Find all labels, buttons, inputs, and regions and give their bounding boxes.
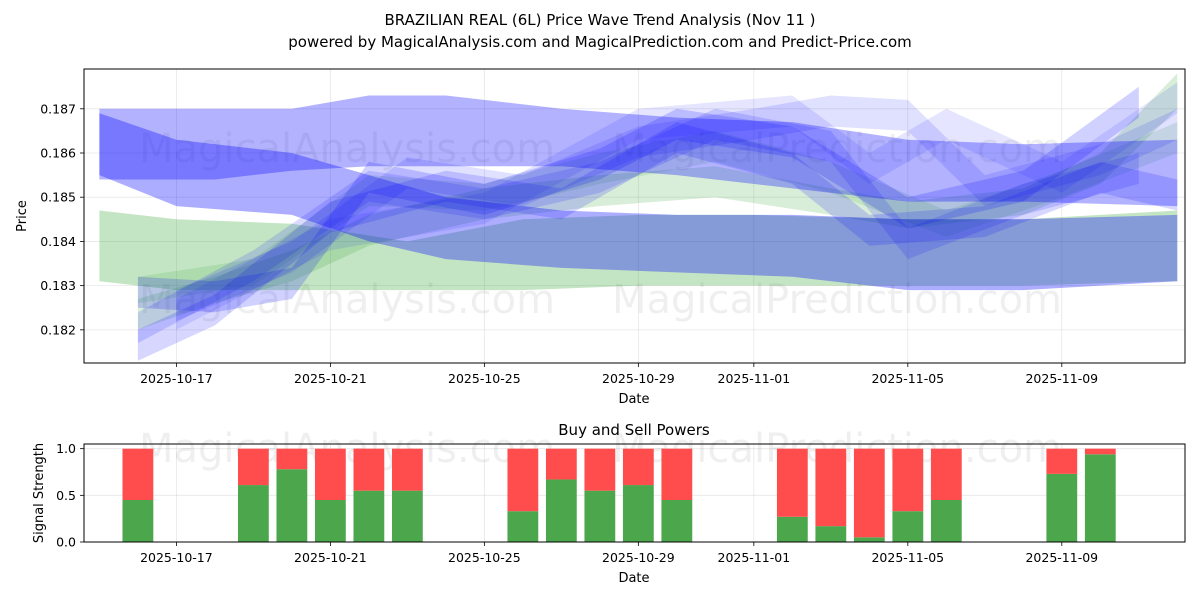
price-series (99, 73, 1178, 361)
price-grid (84, 69, 1185, 363)
power-x-tick-label: 2025-10-29 (602, 550, 675, 565)
watermark-prediction-bottom: MagicalPrediction.com (612, 277, 1062, 323)
price-plot-frame (83, 68, 1186, 364)
price-x-tick-label: 2025-11-05 (871, 371, 944, 386)
buy-bar (661, 500, 693, 542)
price-band-10 (176, 82, 1178, 330)
buy-bar (237, 485, 269, 542)
watermark-analysis-power: MagicalAnalysis.com (139, 426, 555, 472)
sell-bar (815, 448, 847, 527)
price-x-tick-label: 2025-10-25 (448, 371, 521, 386)
power-x-tick-label: 2025-10-17 (140, 550, 213, 565)
power-x-ticks: 2025-10-17 2025-10-21 2025-10-25 2025-10-29… (140, 542, 1098, 565)
power-panel: Buy and Sell Powers MagicalAnalysis.com … (32, 421, 1186, 586)
power-x-label: Date (618, 571, 649, 586)
sell-bar (930, 448, 962, 500)
buy-bar (314, 500, 346, 542)
buy-bar (815, 526, 847, 542)
sell-bar (584, 448, 616, 491)
sell-bar (776, 448, 808, 517)
price-x-tick-label: 2025-10-29 (602, 371, 675, 386)
sell-bar (122, 448, 154, 500)
price-y-label: Price (15, 200, 30, 232)
buy-bar (622, 485, 654, 542)
power-y-tick-label: 0.0 (56, 535, 76, 550)
price-y-tick-label: 0.184 (40, 234, 76, 249)
price-band-8 (137, 108, 1139, 344)
price-plot-area (84, 69, 1185, 363)
buy-bar (391, 490, 423, 542)
price-band-4 (99, 95, 1178, 207)
power-y-label: Signal Strength (32, 443, 47, 543)
watermark-prediction-top: MagicalPrediction.com (612, 126, 1062, 172)
sell-bar (276, 448, 308, 470)
power-y-ticks: 0.0 0.5 1.0 (56, 441, 84, 550)
sell-bar (314, 448, 346, 500)
power-x-tick-label: 2025-10-21 (294, 550, 367, 565)
power-x-tick-label: 2025-11-05 (871, 550, 944, 565)
power-x-tick-label: 2025-11-01 (718, 550, 791, 565)
sell-bar (622, 448, 654, 486)
sell-bar (1046, 448, 1078, 474)
sell-bar (1084, 448, 1116, 455)
power-title: Buy and Sell Powers (558, 421, 710, 439)
price-band-5 (99, 113, 1178, 291)
price-y-tick-label: 0.182 (40, 322, 76, 337)
sell-bar (391, 448, 423, 491)
buy-bar (1084, 454, 1116, 542)
sell-bar (661, 448, 693, 500)
sell-bar (237, 448, 269, 486)
buy-bar (853, 537, 885, 542)
chart-title: BRAZILIAN REAL (6L) Price Wave Trend Ana… (384, 11, 815, 29)
price-band-1 (99, 210, 1178, 291)
price-band-6 (137, 86, 1139, 313)
buy-bar (276, 469, 308, 542)
power-x-tick-label: 2025-10-25 (448, 550, 521, 565)
sell-bar (507, 448, 539, 512)
price-band-3 (137, 122, 1178, 304)
price-x-tick-label: 2025-10-21 (294, 371, 367, 386)
price-band-2 (137, 73, 1178, 330)
watermark-analysis-bottom: MagicalAnalysis.com (139, 277, 555, 323)
watermark-analysis-top: MagicalAnalysis.com (139, 126, 555, 172)
price-x-tick-label: 2025-10-17 (140, 371, 213, 386)
power-x-tick-label: 2025-11-09 (1025, 550, 1098, 565)
power-bars (122, 448, 1116, 542)
sell-bar (892, 448, 924, 512)
buy-bar (122, 500, 154, 542)
sell-bar (853, 448, 885, 538)
buy-bar (507, 511, 539, 542)
price-band-9 (176, 95, 1178, 321)
power-y-tick-label: 0.5 (56, 488, 76, 503)
buy-bar (584, 490, 616, 542)
price-y-tick-label: 0.187 (40, 101, 76, 116)
price-x-label: Date (618, 392, 649, 407)
buy-bar (1046, 473, 1078, 542)
buy-bar (892, 511, 924, 542)
buy-bar (776, 516, 808, 542)
price-x-tick-label: 2025-11-09 (1025, 371, 1098, 386)
buy-bar (545, 479, 577, 542)
buy-bar (353, 490, 385, 542)
price-y-tick-label: 0.186 (40, 146, 76, 161)
price-watermarks: MagicalAnalysis.com MagicalPrediction.co… (139, 126, 1062, 323)
price-y-tick-label: 0.185 (40, 190, 76, 205)
price-x-tick-label: 2025-11-01 (718, 371, 791, 386)
chart-subtitle: powered by MagicalAnalysis.com and Magic… (288, 33, 912, 51)
price-y-tick-label: 0.183 (40, 278, 76, 293)
sell-bar (545, 448, 577, 480)
price-y-ticks: 0.182 0.183 0.184 0.185 0.186 0.187 (40, 101, 84, 337)
power-y-tick-label: 1.0 (56, 441, 76, 456)
sell-bar (353, 448, 385, 491)
buy-bar (930, 500, 962, 542)
power-plot-frame (83, 443, 1186, 543)
price-panel: MagicalAnalysis.com MagicalPrediction.co… (15, 68, 1186, 407)
price-x-ticks: 2025-10-17 2025-10-21 2025-10-25 2025-10-29… (140, 363, 1098, 386)
